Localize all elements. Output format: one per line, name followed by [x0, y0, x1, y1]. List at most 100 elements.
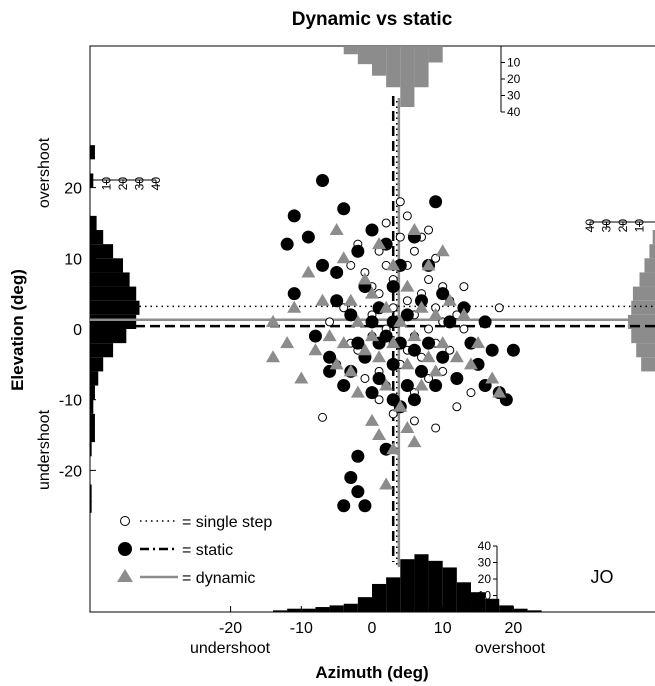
point-dynamic [350, 314, 365, 327]
point-single-step [395, 232, 405, 242]
point-dynamic [336, 336, 351, 349]
point-single-step [459, 282, 469, 292]
point-static [436, 287, 450, 301]
hist-bar-static-azimuth [456, 582, 471, 612]
point-static [337, 202, 351, 216]
x-tick-label: -20 [219, 620, 242, 637]
legend-static-label: = static [182, 542, 233, 559]
hist-top-tick-label: 30 [507, 89, 521, 103]
point-single-step [424, 225, 434, 235]
hist-bar-static-elevation [90, 399, 94, 414]
hist-bar-dynamic-azimuth [414, 46, 429, 88]
point-static [365, 315, 379, 329]
point-dynamic [456, 307, 471, 320]
point-dynamic [294, 371, 309, 384]
x-negative-direction-label: undershoot [190, 640, 271, 657]
hist-bar-static-azimuth [400, 559, 415, 612]
point-static [407, 393, 421, 407]
hist-bar-dynamic-elevation [652, 230, 655, 245]
point-static [400, 379, 414, 393]
point-static [351, 336, 365, 350]
point-dynamic [365, 329, 379, 342]
point-single-step [445, 345, 455, 355]
point-dynamic [386, 336, 401, 349]
hist-bar-static-elevation [90, 427, 95, 443]
hist-right-tick-label: 10 [633, 219, 647, 233]
y-tick-label: -10 [59, 393, 82, 410]
point-dynamic [379, 378, 394, 391]
point-dynamic [315, 293, 330, 306]
point-static [308, 329, 322, 343]
hist-bar-dynamic-elevation [644, 258, 655, 273]
hist-bar-static-azimuth [357, 597, 372, 612]
point-dynamic [393, 314, 408, 327]
hist-bar-static-elevation [90, 215, 97, 231]
plot-frame [89, 45, 655, 613]
point-single-step [466, 388, 476, 398]
point-dynamic [350, 385, 365, 398]
point-static [386, 357, 400, 371]
hist-bar-dynamic-azimuth [400, 46, 415, 108]
hist-bar-dynamic-elevation [632, 286, 655, 301]
point-static [280, 237, 294, 251]
point-dynamic [386, 258, 401, 271]
point-dynamic [379, 477, 394, 490]
point-static [344, 308, 358, 322]
subject-label: JO [590, 567, 613, 587]
point-static [436, 350, 450, 364]
hist-left-tick-label: 40 [149, 177, 163, 191]
hist-bar-static-azimuth [442, 567, 457, 612]
legend-single-step-label: = single step [182, 514, 272, 531]
hist-bar-static-azimuth [329, 605, 344, 612]
point-dynamic [428, 364, 443, 377]
point-dynamic [414, 300, 429, 313]
point-static [316, 258, 330, 272]
hist-bar-static-elevation [90, 329, 127, 344]
x-axis-label: Azimuth (deg) [315, 663, 428, 682]
hist-bar-static-elevation [90, 272, 130, 287]
point-dynamic [266, 350, 281, 363]
hist-bar-static-elevation [90, 230, 104, 245]
hist-bottom-tick-label: 40 [478, 539, 492, 553]
point-dynamic [379, 300, 394, 313]
hist-bottom-tick-label: 30 [478, 556, 492, 570]
point-dynamic [329, 223, 344, 236]
point-single-step [424, 324, 434, 334]
hist-top-tick-label: 40 [507, 105, 521, 119]
point-single-step [360, 373, 370, 383]
point-dynamic [421, 258, 436, 271]
point-static [358, 499, 372, 513]
point-static [372, 371, 386, 385]
legend-dynamic-marker [117, 569, 133, 582]
point-static [323, 350, 337, 364]
point-static [400, 308, 414, 322]
point-single-step [424, 373, 434, 383]
point-single-step [424, 275, 434, 285]
hist-bar-dynamic-elevation [636, 343, 655, 358]
y-tick-label: 0 [73, 322, 82, 339]
point-dynamic [280, 336, 295, 349]
point-dynamic [435, 244, 450, 257]
x-tick-label: 10 [434, 620, 452, 637]
point-single-step [431, 253, 441, 263]
hist-bottom-tick-label: 10 [478, 589, 492, 603]
hist-bar-static-azimuth [386, 577, 401, 612]
point-dynamic [343, 293, 358, 306]
hist-bar-static-elevation [90, 385, 95, 400]
point-static [443, 315, 457, 329]
hist-bar-dynamic-azimuth [357, 46, 372, 65]
hist-bar-static-elevation [90, 173, 94, 188]
point-static [365, 223, 379, 237]
point-static [351, 244, 365, 258]
point-dynamic [407, 435, 422, 448]
point-static [414, 364, 428, 378]
point-dynamic [365, 413, 379, 426]
hist-left-tick-label: 10 [100, 177, 114, 191]
hist-bar-static-elevation [90, 442, 92, 457]
point-dynamic [400, 279, 415, 292]
legend-dynamic-label: = dynamic [182, 570, 255, 587]
point-dynamic [463, 357, 478, 370]
hist-bar-dynamic-azimuth [428, 46, 443, 63]
point-dynamic [322, 329, 337, 342]
point-dynamic [435, 336, 450, 349]
